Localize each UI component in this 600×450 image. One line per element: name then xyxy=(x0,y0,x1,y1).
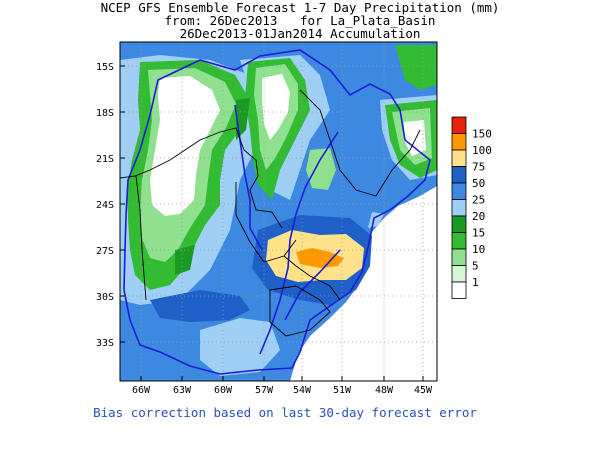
bias-correction-note: Bias correction based on last 30-day for… xyxy=(93,405,477,420)
plot-frame xyxy=(119,41,438,382)
lat-tick-label-33S: 33S xyxy=(96,338,114,349)
legend-label-50: 50 xyxy=(472,177,485,190)
river-paraguay xyxy=(234,104,263,251)
lon-tick-label-54W: 54W xyxy=(293,385,312,396)
map-title-line-2: from: 26Dec2013 for La_Plata_Basin xyxy=(164,13,436,28)
dark-green-streak-1 xyxy=(236,98,250,140)
legend-label-10: 10 xyxy=(472,243,485,256)
lat-tick-label-18S: 18S xyxy=(96,108,114,119)
lon-tick-label-45W: 45W xyxy=(414,385,433,396)
border-bolivia xyxy=(120,127,283,229)
dark-green-streak-2 xyxy=(175,245,195,275)
light-blue-patch-south xyxy=(200,318,280,376)
ocean-region xyxy=(290,186,437,381)
river-uruguay xyxy=(284,249,341,321)
border-uruguay xyxy=(269,285,331,337)
legend-swatch-9 xyxy=(451,265,467,283)
legend-swatch-8 xyxy=(451,248,467,266)
precip-100-core xyxy=(296,248,344,268)
legend-swatch-5 xyxy=(451,199,467,217)
deep-blue-belt-south xyxy=(150,290,250,322)
legend-swatch-2 xyxy=(451,149,467,167)
latitude-axis: 15S 18S 21S 24S 27S 30S 33S xyxy=(96,62,125,349)
legend-label-20: 20 xyxy=(472,210,485,223)
lon-tick-label-60W: 60W xyxy=(214,385,233,396)
lat-tick-label-21S: 21S xyxy=(96,154,114,165)
lat-tick-label-30S: 30S xyxy=(96,292,114,303)
legend-label-25: 25 xyxy=(472,194,485,207)
border-brazil-interior xyxy=(299,89,421,197)
lat-tick-label-24S: 24S xyxy=(96,200,114,211)
river-parana xyxy=(259,131,339,355)
legend-swatch-6 xyxy=(451,215,467,233)
longitude-axis: 66W 63W 60W 57W 54W 51W 48W 45W xyxy=(132,376,433,396)
lat-tick-label-27S: 27S xyxy=(96,246,114,257)
legend-swatch-7 xyxy=(451,232,467,250)
legend-swatch-0 xyxy=(451,116,467,134)
basin-boundary xyxy=(123,49,431,375)
lon-tick-label-63W: 63W xyxy=(173,385,192,396)
lon-tick-label-57W: 57W xyxy=(255,385,274,396)
legend-swatch-3 xyxy=(451,166,467,184)
legend-swatch-4 xyxy=(451,182,467,200)
country-borders xyxy=(120,89,421,337)
legend-label-150: 150 xyxy=(472,128,492,141)
border-chile xyxy=(135,175,147,301)
legend-label-75: 75 xyxy=(472,161,485,174)
map-grid xyxy=(120,42,437,381)
legend-swatch-10 xyxy=(451,281,467,299)
dry-core-west xyxy=(150,76,220,216)
lon-tick-label-48W: 48W xyxy=(375,385,394,396)
legend-label-100: 100 xyxy=(472,144,492,157)
legend-swatch-1 xyxy=(451,133,467,151)
precip-legend: 150 100 75 50 25 20 15 10 5 1 xyxy=(451,116,492,299)
dry-core-ne xyxy=(404,120,426,156)
legend-label-15: 15 xyxy=(472,227,485,240)
map-title-line-1: NCEP GFS Ensemble Forecast 1-7 Day Preci… xyxy=(100,0,500,15)
green-area-topright xyxy=(395,45,437,90)
legend-label-1: 1 xyxy=(472,276,479,289)
lon-tick-label-51W: 51W xyxy=(333,385,352,396)
dry-core-north xyxy=(262,74,290,140)
lat-tick-label-15S: 15S xyxy=(96,62,114,73)
lon-tick-label-66W: 66W xyxy=(132,385,151,396)
legend-label-5: 5 xyxy=(472,260,479,273)
border-paraguay-argentina xyxy=(235,182,297,263)
basin-outline xyxy=(123,49,431,375)
green-area-central xyxy=(306,148,336,190)
map-plot-area xyxy=(120,42,437,381)
map-title-line-3: 26Dec2013-01Jan2014 Accumulation xyxy=(179,26,421,41)
border-argentina-brazil xyxy=(283,255,341,301)
